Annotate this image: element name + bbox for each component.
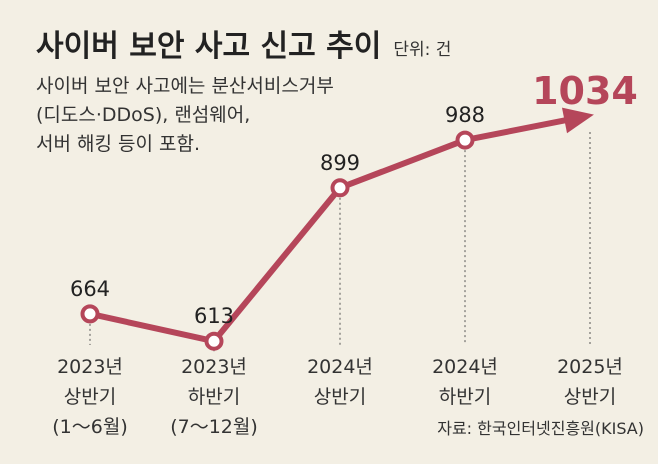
value-label-3: 899 [320, 151, 360, 175]
category-label-2-line-2: 하반기 [188, 386, 240, 408]
arrow-head [561, 107, 594, 134]
category-label-4-line-2: 하반기 [439, 386, 491, 408]
category-label-3-line-2: 상반기 [314, 386, 366, 408]
category-label-3-line-1: 2024년 [307, 356, 373, 378]
note-line-2: (디도스·DDoS), 랜섬웨어, [36, 104, 250, 126]
category-label-5-line-1: 2025년 [557, 356, 623, 378]
value-label-1: 664 [70, 277, 110, 301]
data-point-2 [204, 331, 224, 351]
value-labels: 664 613 899 988 1034 [70, 69, 638, 328]
chart-title: 사이버 보안 사고 신고 추이 [36, 29, 381, 64]
unit-label: 단위: 건 [393, 40, 451, 60]
data-point-1 [80, 304, 100, 324]
category-label-1-line-2: 상반기 [64, 386, 116, 408]
data-point-4 [455, 130, 475, 150]
category-label-2-line-3: (7～12월) [170, 416, 258, 438]
note-line-1: 사이버 보안 사고에는 분산서비스거부 [36, 75, 334, 97]
value-label-4: 988 [445, 103, 485, 127]
source-text: 자료: 한국인터넷진흥원(KISA) [437, 419, 644, 438]
category-label-2-line-1: 2023년 [181, 356, 247, 378]
category-label-5-line-2: 상반기 [564, 386, 616, 408]
category-label-4-line-1: 2024년 [432, 356, 498, 378]
note-line-3: 서버 해킹 등이 포함. [36, 133, 200, 155]
data-point-3 [330, 178, 350, 198]
category-label-1-line-1: 2023년 [57, 356, 123, 378]
value-label-5: 1034 [532, 69, 638, 113]
data-points [80, 130, 475, 351]
category-label-1-line-3: (1～6월) [52, 416, 127, 438]
value-label-2: 613 [194, 304, 234, 328]
